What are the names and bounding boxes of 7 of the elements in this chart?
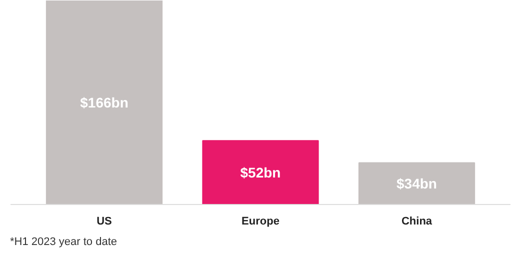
x-tick-label: China: [401, 216, 433, 228]
data-label: $166bn: [80, 94, 128, 110]
data-label: $34bn: [396, 176, 437, 192]
x-tick-label: Europe: [242, 216, 280, 228]
data-label: $52bn: [240, 164, 281, 181]
text: *H1 2023 year to date: [10, 235, 118, 250]
x-tick-label: US: [96, 216, 112, 228]
